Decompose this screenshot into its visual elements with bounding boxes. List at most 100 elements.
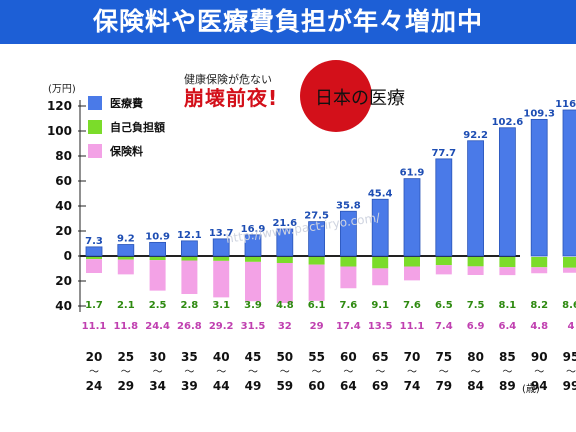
bar-self-pay [467,257,484,267]
y-tick-label: 80 [55,149,72,163]
x-tick-range-mark: 〜 [312,367,322,378]
bar-premium [149,260,166,291]
bar-premium [276,263,293,303]
x-tick-label-start: 50 [276,350,293,364]
bar-premium [531,267,548,274]
x-tick-label-start: 60 [340,350,357,364]
x-tick-label-start: 40 [213,350,230,364]
x-tick-range-mark: 〜 [89,367,99,378]
data-label-medical-cost: 109.3 [523,108,555,119]
bar-medical-cost [276,228,294,257]
x-tick-range-mark: 〜 [280,367,290,378]
bar-self-pay [149,257,166,261]
bar-premium [563,267,576,273]
data-label-medical-cost: 45.4 [368,188,393,199]
data-label-medical-cost: 10.9 [145,231,170,242]
bar-medical-cost [467,140,485,257]
data-label-self-pay: 7.6 [403,300,421,311]
bar-self-pay [245,257,261,262]
bar-premium [117,259,134,275]
y-tick-label: 20 [55,274,72,288]
data-label-premium: 6.4 [499,321,517,332]
bar-self-pay [213,257,230,261]
legend-swatch [88,96,102,110]
x-tick-range-mark: 〜 [439,367,449,378]
x-tick-label-start: 75 [435,350,452,364]
x-tick-range-mark: 〜 [375,367,385,378]
data-label-self-pay: 6.1 [308,300,326,311]
bar-self-pay [86,257,102,260]
bar-self-pay [499,257,516,268]
bar-medical-cost [403,178,421,257]
x-tick-label-start: 90 [531,350,548,364]
bar-premium [245,261,261,302]
x-tick-label-end: 39 [181,379,198,393]
bar-self-pay [308,257,325,265]
x-tick-label-end: 79 [435,379,452,393]
bar-medical-cost [530,118,548,257]
bar-premium [340,266,357,289]
data-label-medical-cost: 102.6 [492,117,524,128]
data-label-self-pay: 8.2 [530,300,548,311]
data-label-premium: 17.4 [336,321,361,332]
x-tick-label-end: 44 [213,379,230,393]
data-label-premium: 4.8 [530,321,548,332]
x-tick-label-start: 95 [563,350,576,364]
x-tick-range-mark: 〜 [248,367,258,378]
data-label-premium: 6.9 [467,321,485,332]
bar-medical-cost [117,244,135,257]
bar-self-pay [531,257,548,268]
bar-premium [467,266,484,275]
x-tick-label-start: 65 [372,350,389,364]
x-tick-label-end: 34 [149,379,166,393]
bar-premium [435,265,452,275]
x-tick-label-start: 30 [149,350,166,364]
x-tick-label-end: 59 [276,379,293,393]
y-tick-label: 100 [47,124,72,138]
x-tick-range-mark: 〜 [534,367,544,378]
data-label-premium: 7.4 [435,321,453,332]
data-label-self-pay: 1.7 [85,300,103,311]
data-label-medical-cost: 7.3 [85,236,103,247]
x-tick-label-start: 85 [499,350,516,364]
bar-self-pay [563,257,576,268]
data-label-medical-cost: 9.2 [117,234,135,245]
data-label-self-pay: 7.6 [340,300,358,311]
data-label-medical-cost: 21.6 [272,218,297,229]
y-tick-label: 60 [55,174,72,188]
legend-label: 医療費 [110,96,143,110]
bar-premium [499,267,516,276]
bar-medical-cost [180,240,198,257]
x-tick-label-end: 84 [467,379,484,393]
data-label-self-pay: 4.8 [276,300,294,311]
page-title: 保険料や医療費負担が年々増加中 [0,0,576,44]
x-tick-label-end: 29 [117,379,134,393]
data-label-premium: 31.5 [241,321,266,332]
logo-black-text: 日本の医療 [315,88,405,109]
data-label-self-pay: 2.1 [117,300,135,311]
bar-premium [181,260,198,294]
x-tick-label-start: 70 [404,350,421,364]
x-tick-label-start: 35 [181,350,198,364]
x-tick-label-start: 20 [86,350,103,364]
x-tick-range-mark: 〜 [502,367,512,378]
legend-swatch [88,120,102,134]
data-label-medical-cost: 92.2 [463,130,488,141]
bar-medical-cost [562,109,576,257]
data-label-medical-cost: 12.1 [177,230,202,241]
x-tick-label-end: 74 [404,379,421,393]
data-label-medical-cost: 116.8 [555,99,576,110]
bar-premium [213,260,230,298]
bar-medical-cost [498,127,516,257]
logo-red-text: 崩壊前夜! [184,86,279,110]
y-tick-label: 20 [55,224,72,238]
x-tick-label-start: 45 [245,350,262,364]
x-tick-range-mark: 〜 [407,367,417,378]
bar-self-pay [435,257,452,266]
bar-medical-cost [435,158,453,257]
data-label-self-pay: 9.1 [371,300,389,311]
x-unit-label: (歳) [522,383,540,395]
data-label-self-pay: 3.1 [212,300,230,311]
data-label-medical-cost: 61.9 [400,168,425,179]
x-tick-label-end: 99 [563,379,576,393]
